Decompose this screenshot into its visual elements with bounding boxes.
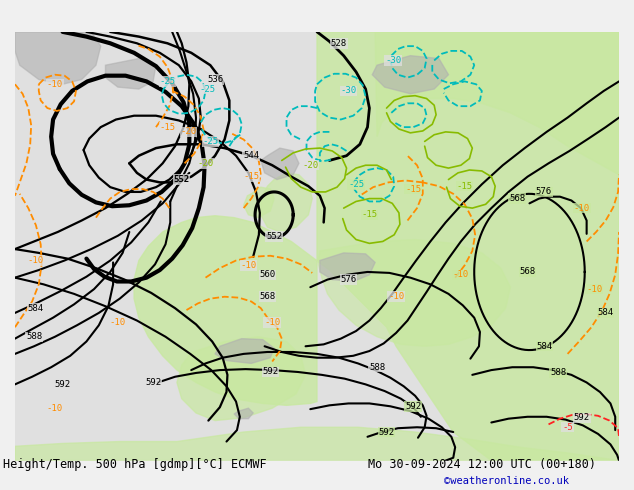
- Text: Height/Temp. 500 hPa [gdmp][°C] ECMWF: Height/Temp. 500 hPa [gdmp][°C] ECMWF: [3, 458, 267, 471]
- Text: 592: 592: [405, 402, 422, 411]
- Text: 536: 536: [207, 75, 223, 84]
- Text: 544: 544: [243, 151, 259, 160]
- Text: ©weatheronline.co.uk: ©weatheronline.co.uk: [444, 476, 569, 486]
- Text: -10: -10: [28, 256, 44, 265]
- Text: -10: -10: [388, 292, 404, 301]
- Text: 592: 592: [574, 413, 590, 422]
- Text: -10: -10: [47, 404, 63, 413]
- Text: 592: 592: [378, 427, 394, 437]
- Polygon shape: [320, 253, 375, 281]
- Text: -30: -30: [385, 56, 401, 65]
- Text: -10: -10: [47, 80, 63, 89]
- Text: -30: -30: [340, 86, 356, 96]
- Text: -25: -25: [199, 84, 216, 94]
- Polygon shape: [134, 32, 619, 461]
- Text: 552: 552: [266, 232, 282, 241]
- Polygon shape: [261, 173, 312, 232]
- Text: -10: -10: [574, 204, 590, 213]
- Text: 588: 588: [26, 332, 42, 341]
- Polygon shape: [375, 32, 619, 175]
- Text: 584: 584: [598, 308, 614, 318]
- Text: 584: 584: [536, 342, 553, 351]
- Text: 592: 592: [55, 380, 70, 389]
- Text: -25: -25: [159, 77, 176, 86]
- Text: -15: -15: [361, 210, 377, 220]
- Text: -20: -20: [197, 159, 214, 168]
- Text: -10: -10: [110, 318, 126, 327]
- Text: -20: -20: [302, 161, 318, 170]
- Text: -15: -15: [456, 182, 473, 191]
- Polygon shape: [15, 427, 619, 461]
- Text: 568: 568: [519, 268, 536, 276]
- Text: -25: -25: [348, 180, 364, 189]
- Polygon shape: [215, 339, 274, 364]
- Text: 576: 576: [536, 187, 552, 196]
- Text: 584: 584: [28, 304, 44, 313]
- Polygon shape: [318, 240, 510, 346]
- Text: -5: -5: [562, 423, 573, 432]
- Text: -15: -15: [243, 172, 259, 181]
- Polygon shape: [243, 187, 274, 218]
- Text: -15: -15: [159, 122, 176, 132]
- Polygon shape: [177, 337, 306, 420]
- Text: -10: -10: [240, 261, 257, 270]
- Text: 588: 588: [369, 363, 385, 372]
- Text: -10: -10: [264, 318, 280, 327]
- Bar: [15, 461, 619, 490]
- Polygon shape: [15, 32, 101, 84]
- Text: 552: 552: [174, 175, 190, 184]
- Text: 528: 528: [331, 39, 347, 48]
- Text: -20: -20: [180, 127, 197, 136]
- Polygon shape: [261, 148, 299, 179]
- Text: 576: 576: [340, 275, 356, 284]
- Text: -15: -15: [405, 185, 422, 194]
- Text: -25: -25: [202, 137, 218, 146]
- Polygon shape: [372, 56, 448, 94]
- Polygon shape: [105, 58, 156, 89]
- Text: -10: -10: [453, 270, 469, 279]
- Text: 560: 560: [259, 270, 276, 279]
- Polygon shape: [234, 408, 253, 418]
- Text: 568: 568: [509, 194, 525, 203]
- Text: 568: 568: [259, 292, 276, 301]
- Text: 592: 592: [145, 378, 161, 387]
- Text: 588: 588: [550, 368, 566, 377]
- Text: 592: 592: [262, 368, 278, 376]
- Text: Mo 30-09-2024 12:00 UTC (00+180): Mo 30-09-2024 12:00 UTC (00+180): [368, 458, 596, 471]
- Text: -10: -10: [586, 285, 602, 294]
